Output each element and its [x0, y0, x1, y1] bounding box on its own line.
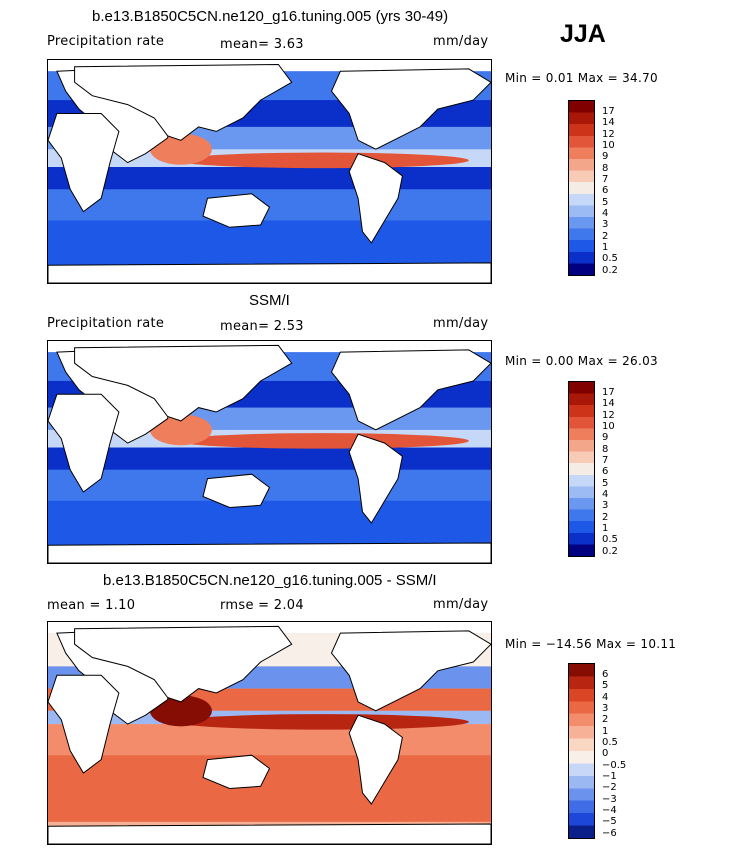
colorbar-label: 3	[602, 219, 609, 231]
colorbar-label: 0.5	[602, 534, 618, 546]
colorbar-label: 7	[602, 455, 609, 466]
field-band	[48, 755, 491, 822]
colorbar-label: 1	[602, 725, 609, 737]
colorbar-label: 0	[602, 748, 609, 760]
panel-3-minmax: Min = −14.56 Max = 10.11	[505, 637, 677, 651]
colorbar-label: 0.2	[602, 545, 618, 557]
colorbar-label: 10	[602, 140, 615, 151]
colorbar-label: 14	[602, 398, 615, 410]
colorbar-label: −2	[602, 782, 617, 794]
panel-1-map	[47, 59, 492, 284]
continent-outline	[202, 754, 271, 790]
colorbar-label: 0.5	[602, 253, 618, 265]
colorbar-label: −4	[602, 805, 617, 816]
field-band	[48, 469, 491, 501]
colorbar-label: 3	[602, 703, 609, 714]
colorbar-label: 6	[602, 669, 609, 680]
panel-3-title: b.e13.B1850C5CN.ne120_g16.tuning.005 - S…	[103, 572, 437, 589]
colorbar-label: 0.5	[602, 737, 618, 748]
panel-3-map	[47, 621, 492, 845]
field-band	[48, 220, 491, 261]
panel-3-mean: mean = 1.10	[47, 598, 136, 613]
continent-outline	[74, 625, 293, 703]
colorbar-label: 9	[602, 151, 609, 163]
panel-2-mean: mean= 2.53	[220, 319, 304, 334]
colorbar-label: 8	[602, 162, 609, 174]
monsoon-maximum	[149, 133, 212, 165]
colorbar-label: 10	[602, 421, 615, 432]
continent-outline	[330, 68, 491, 150]
panel-2-variable-label: Precipitation rate	[47, 316, 165, 331]
field-band	[48, 724, 491, 756]
colorbar-label: 17	[602, 387, 615, 398]
colorbar-label: −0.5	[602, 759, 627, 771]
continent-outline	[330, 630, 491, 712]
colorbar-label: 2	[602, 511, 609, 523]
field-band	[48, 167, 491, 190]
colorbar-label: −5	[602, 816, 617, 828]
colorbar-label: 17	[602, 106, 615, 117]
itcz-band	[176, 152, 469, 169]
colorbar-label: 4	[602, 691, 609, 703]
continent-outline	[48, 113, 120, 213]
colorbar-label: 2	[602, 714, 609, 726]
panel-3-rmse: rmse = 2.04	[220, 598, 304, 613]
colorbar-label: 3	[602, 500, 609, 512]
colorbar-label: 5	[602, 477, 609, 489]
itcz-band	[176, 433, 469, 449]
panel-2-map	[47, 340, 492, 564]
colorbar-label: 12	[602, 409, 615, 421]
season-label: JJA	[560, 20, 606, 48]
continent-outline	[48, 674, 120, 774]
colorbar-label: 1	[602, 242, 609, 253]
panel-2-colorbar	[568, 381, 595, 557]
monsoon-maximum	[149, 695, 212, 727]
panel-1-colorbar	[568, 100, 595, 276]
panel-1-minmax: Min = 0.01 Max = 34.70	[505, 71, 658, 85]
panel-2-title: SSM/I	[249, 292, 290, 309]
itcz-band	[176, 714, 469, 730]
monsoon-maximum	[149, 414, 212, 446]
colorbar-label: 6	[602, 185, 609, 197]
continent-outline	[330, 349, 491, 431]
colorbar-label: 4	[602, 489, 609, 500]
colorbar-label: 2	[602, 230, 609, 242]
colorbar-label: 7	[602, 174, 609, 185]
colorbar-label: −6	[602, 827, 617, 839]
panel-2-units: mm/day	[433, 316, 489, 331]
field-band	[48, 189, 491, 221]
colorbar-label: 12	[602, 128, 615, 140]
continent-outline	[48, 262, 491, 283]
panel-3-units: mm/day	[433, 597, 489, 612]
colorbar-label: 5	[602, 680, 609, 692]
panel-1-variable-label: Precipitation rate	[47, 34, 165, 49]
colorbar-label: 9	[602, 432, 609, 444]
continent-outline	[74, 344, 293, 422]
colorbar-label: 8	[602, 443, 609, 455]
continent-outline	[348, 714, 403, 805]
continent-outline	[202, 473, 271, 509]
field-band	[48, 447, 491, 470]
panel-1-title: b.e13.B1850C5CN.ne120_g16.tuning.005 (yr…	[92, 8, 449, 25]
colorbar-label: 6	[602, 466, 609, 478]
panel-1-units: mm/day	[433, 34, 489, 49]
panel-3-colorbar	[568, 663, 595, 839]
colorbar-label: 4	[602, 208, 609, 219]
panel-1-mean: mean= 3.63	[220, 37, 304, 52]
colorbar-label: −1	[602, 771, 617, 782]
colorbar-label: 14	[602, 117, 615, 129]
continent-outline	[74, 63, 293, 141]
continent-outline	[348, 153, 403, 244]
continent-outline	[48, 393, 120, 493]
colorbar-label: 0.2	[602, 264, 618, 276]
field-band	[48, 500, 491, 541]
colorbar-label: 5	[602, 196, 609, 208]
colorbar-label: 1	[602, 523, 609, 534]
continent-outline	[348, 433, 403, 524]
panel-2-minmax: Min = 0.00 Max = 26.03	[505, 354, 658, 368]
colorbar-label: −3	[602, 793, 617, 805]
continent-outline	[48, 823, 491, 844]
continent-outline	[48, 542, 491, 563]
continent-outline	[202, 193, 271, 228]
